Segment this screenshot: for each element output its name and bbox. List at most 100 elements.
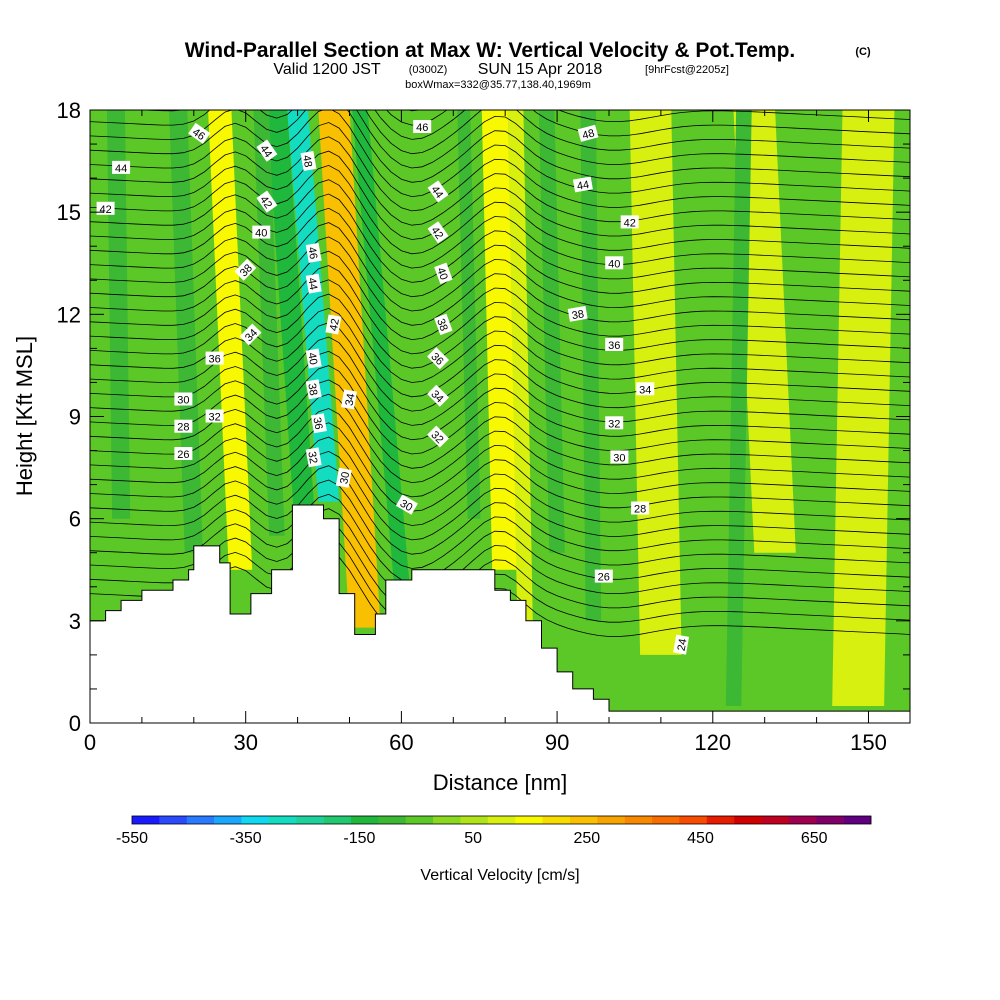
theta-label-34: 42: [620, 215, 639, 229]
theta-label-bg: [174, 447, 193, 460]
theta-label-42: 26: [594, 569, 613, 584]
y-tick-label: 9: [69, 405, 81, 430]
theta-label-27: 38: [434, 313, 453, 336]
theta-line-9: [90, 422, 910, 512]
theta-label-text: 32: [608, 418, 620, 430]
theta-line-28: [90, 150, 910, 240]
theta-label-text: 30: [613, 452, 625, 464]
theta-label-bg: [205, 409, 224, 423]
theta-label-18: 36: [310, 413, 327, 434]
theta-label-bg: [335, 467, 352, 488]
colorbar-swatch: [624, 816, 653, 824]
theta-label-bg: [427, 384, 450, 407]
theta-label-bg: [673, 634, 690, 655]
theta-label-bg: [256, 139, 278, 162]
theta-label-37: 36: [605, 338, 624, 352]
theta-label-text: 34: [639, 384, 651, 396]
theta-label-38: 34: [636, 382, 655, 396]
theta-line-14: [90, 350, 910, 441]
theta-label-text: 46: [416, 122, 428, 134]
colorbar-swatch: [186, 816, 215, 824]
theta-line-27: [90, 164, 910, 255]
theta-label-4: 48: [300, 151, 317, 172]
colorbar-swatch: [816, 816, 844, 824]
theta-label-text: 24: [676, 638, 690, 652]
theta-label-31: 30: [395, 494, 418, 515]
theta-line-24: [90, 207, 910, 298]
theta-label-bg: [112, 160, 131, 174]
terrain: [90, 504, 910, 723]
theta-label-bg: [305, 379, 322, 400]
w-band-1: [287, 110, 340, 502]
theta-label-bg: [427, 425, 450, 448]
theta-label-bg: [305, 273, 322, 294]
theta-line-3: [90, 508, 910, 598]
theta-line-2: [90, 522, 910, 612]
y-tick-label: 15: [57, 200, 81, 225]
theta-label-12: 36: [205, 351, 224, 366]
theta-label-text: 48: [581, 127, 596, 142]
colorbar-tick-label: 650: [801, 830, 828, 847]
theta-label-5: 42: [256, 190, 278, 213]
y-tick-label: 3: [69, 609, 81, 634]
w-band-12: [481, 110, 519, 570]
chart-title: Wind-Parallel Section at Max W: Vertical…: [185, 39, 796, 62]
theta-label-20: 32: [305, 447, 322, 468]
theta-label-22: 30: [335, 467, 352, 488]
theta-label-25: 42: [427, 221, 449, 244]
theta-line-32: [90, 110, 910, 183]
theta-line-26: [90, 179, 910, 269]
colorbar-swatch: [405, 816, 434, 824]
w-band-20: [725, 110, 752, 706]
subtitle-date: SUN 15 Apr 2018: [478, 61, 603, 78]
theta-line-8: [90, 436, 910, 526]
y-tick-label: 18: [57, 98, 81, 123]
theta-label-6: 40: [252, 225, 271, 240]
theta-label-bg: [188, 122, 211, 144]
theta-label-text: 36: [310, 416, 324, 430]
theta-line-16: [90, 322, 910, 412]
subtitle-forecast: [9hrFcst@2205z]: [645, 64, 729, 76]
theta-label-text: 28: [177, 422, 189, 434]
theta-label-bg: [413, 120, 432, 133]
theta-label-text: 30: [398, 498, 415, 515]
theta-label-bg: [434, 313, 453, 336]
theta-line-22: [90, 236, 910, 326]
colorbar-swatch: [542, 816, 571, 824]
subtitle-zulu: (0300Z): [409, 64, 448, 76]
theta-line-23: [90, 222, 910, 312]
theta-label-bg: [605, 416, 624, 430]
theta-label-text: 38: [305, 382, 319, 396]
theta-label-text: 48: [300, 154, 314, 168]
theta-label-24: 44: [427, 180, 449, 203]
w-band-13: [507, 110, 534, 672]
x-tick-label: 0: [84, 730, 96, 755]
theta-label-text: 44: [115, 163, 127, 175]
colorbar-swatch: [706, 816, 735, 824]
theta-label-bg: [310, 413, 327, 434]
theta-label-0: 46: [188, 122, 211, 144]
theta-label-text: 44: [428, 184, 445, 201]
colorbar-swatch: [679, 816, 708, 824]
colorbar-swatch: [323, 816, 352, 824]
theta-label-text: 40: [305, 352, 319, 366]
theta-line-17: [90, 307, 910, 398]
theta-label-text: 30: [338, 471, 352, 485]
theta-label-text: 44: [257, 143, 274, 160]
colorbar-swatch: [843, 816, 872, 824]
y-axis-label: Height [Kft MSL]: [12, 336, 37, 496]
theta-label-text: 36: [208, 354, 220, 366]
theta-line-34: [136, 110, 910, 155]
theta-label-8: 46: [305, 242, 322, 263]
theta-label-bg: [300, 151, 317, 172]
theta-label-9: 44: [305, 273, 322, 294]
theta-label-bg: [305, 447, 322, 468]
theta-label-text: 26: [598, 572, 610, 584]
subtitle-valid: Valid 1200 JST: [273, 61, 381, 78]
theta-line-4: [90, 493, 910, 584]
colorbar-swatch: [350, 816, 379, 824]
title-mark: (C): [855, 46, 871, 58]
theta-label-text: 46: [305, 246, 319, 260]
